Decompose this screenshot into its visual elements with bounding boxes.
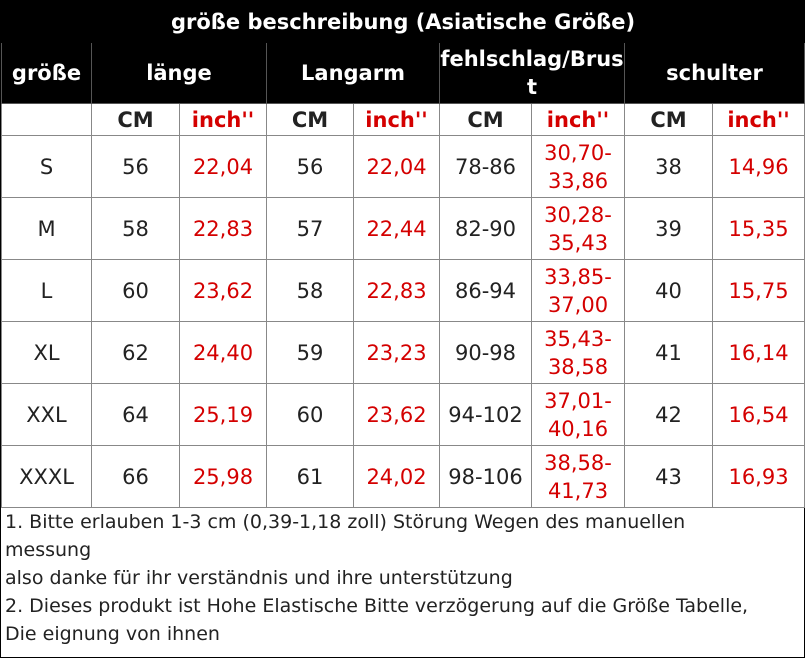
table-title: größe beschreibung (Asiatische Größe) [0, 1, 805, 43]
measurement: 98-106 [439, 445, 532, 508]
measurement: 33,85-37,00 [531, 259, 625, 322]
measurement: 62 [91, 321, 180, 384]
measurement: 56 [266, 135, 354, 198]
measurement: 39 [624, 197, 713, 260]
unit-label: inch'' [179, 103, 267, 136]
measurement: 58 [266, 259, 354, 322]
unit-label: inch'' [711, 103, 805, 136]
column-header: größe [1, 42, 92, 104]
measurement: 25,19 [179, 383, 267, 446]
measurement: 14,96 [711, 135, 805, 198]
measurement: 60 [266, 383, 354, 446]
measurement: 86-94 [439, 259, 532, 322]
note: 2. Dieses produkt ist Hohe Elastische Bi… [5, 595, 749, 645]
measurement: 57 [266, 197, 354, 260]
size-label: S [1, 135, 92, 198]
data-row: XL 62 24,40 59 23,23 90-98 35,43-38,58 41 16,14 [1, 321, 805, 384]
measurement: 30,28-35,43 [531, 197, 625, 260]
unit-label: inch'' [531, 103, 625, 136]
column-header: fehlschlag/Brust [439, 42, 625, 104]
size-label: XXXL [1, 445, 92, 508]
measurement: 61 [266, 445, 354, 508]
data-row: L 60 23,62 58 22,83 86-94 33,85-37,00 40 15,75 [1, 259, 805, 322]
empty-cell [1, 103, 92, 136]
column-header: länge [91, 42, 267, 104]
unit-label: CM [266, 103, 354, 136]
measurement: 22,83 [353, 259, 440, 322]
measurement: 16,54 [711, 383, 805, 446]
size-label: M [1, 197, 92, 260]
note: also danke für ihr verständnis und ihre … [5, 567, 513, 589]
measurement: 22,83 [179, 197, 267, 260]
measurement: 15,75 [711, 259, 805, 322]
unit-label: CM [439, 103, 532, 136]
data-row: S 56 22,04 56 22,04 78-86 30,70-33,86 38 14,96 [1, 135, 805, 198]
measurement: 22,04 [179, 135, 267, 198]
measurement: 64 [91, 383, 180, 446]
measurement: 23,62 [179, 259, 267, 322]
title-row: größe beschreibung (Asiatische Größe) [0, 1, 805, 43]
measurement: 82-90 [439, 197, 532, 260]
measurement: 66 [91, 445, 180, 508]
measurement: 24,40 [179, 321, 267, 384]
measurement: 56 [91, 135, 180, 198]
measurement: 16,93 [711, 445, 805, 508]
measurement: 22,44 [353, 197, 440, 260]
measurement: 90-98 [439, 321, 532, 384]
measurement: 22,04 [353, 135, 440, 198]
size-label: L [1, 259, 92, 322]
size-table: größe beschreibung (Asiatische Größe) grö… [0, 1, 805, 508]
data-row: M 58 22,83 57 22,44 82-90 30,28-35,43 39 15,35 [1, 197, 805, 260]
measurement: 23,62 [353, 383, 440, 446]
unit-row: CM inch'' CM inch'' CM inch'' CM inch'' [1, 103, 805, 136]
measurement: 43 [624, 445, 713, 508]
unit-label: inch'' [353, 103, 440, 136]
size-label: XL [1, 321, 92, 384]
measurement: 35,43-38,58 [531, 321, 625, 384]
measurement: 24,02 [353, 445, 440, 508]
head-row: größe länge Langarm fehlschlag/Brust schulte… [1, 42, 805, 104]
unit-label: CM [624, 103, 713, 136]
data-row: XXXL 66 25,98 61 24,02 98-106 38,58-41,73 43 16,… [1, 445, 805, 508]
measurement: 30,70-33,86 [531, 135, 625, 198]
measurement: 78-86 [439, 135, 532, 198]
measurement: 25,98 [179, 445, 267, 508]
measurement: 94-102 [439, 383, 532, 446]
measurement: 59 [266, 321, 354, 384]
column-header: schulter [623, 42, 805, 104]
measurement: 16,14 [711, 321, 805, 384]
notes: 1. Bitte erlauben 1-3 cm (0,39-1,18 zoll… [1, 508, 769, 648]
column-header: Langarm [266, 42, 440, 104]
measurement: 42 [624, 383, 713, 446]
unit-label: CM [91, 103, 180, 136]
measurement: 41 [624, 321, 713, 384]
measurement: 58 [91, 197, 180, 260]
measurement: 38,58-41,73 [531, 445, 625, 508]
measurement: 60 [91, 259, 180, 322]
measurement: 37,01-40,16 [531, 383, 625, 446]
data-row: XXL 64 25,19 60 23,62 94-102 37,01-40,16 42 16,5… [1, 383, 805, 446]
measurement: 40 [624, 259, 713, 322]
measurement: 15,35 [711, 197, 805, 260]
size-label: XXL [1, 383, 92, 446]
note: 1. Bitte erlauben 1-3 cm (0,39-1,18 zoll… [5, 511, 686, 561]
measurement: 23,23 [353, 321, 440, 384]
measurement: 38 [624, 135, 713, 198]
